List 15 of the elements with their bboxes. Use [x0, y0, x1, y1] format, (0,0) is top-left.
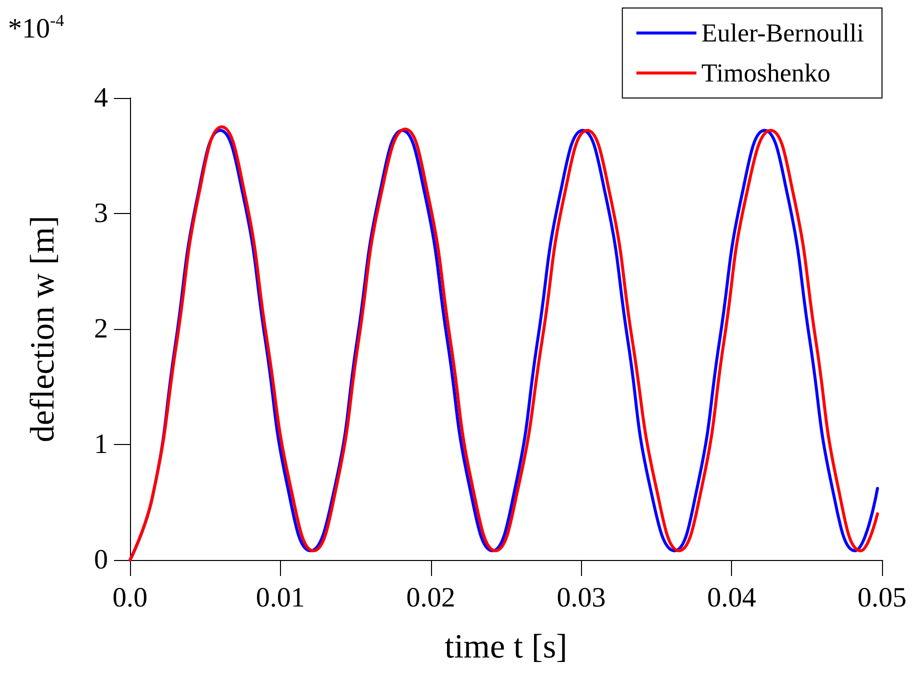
y-tick-label: 3 — [94, 198, 108, 229]
y-axis-title: deflection w [m] — [24, 216, 62, 442]
x-tick-label: 0.02 — [406, 582, 456, 614]
y-tick-label: 2 — [94, 314, 108, 344]
legend-label: Timoshenko — [701, 58, 830, 88]
x-tick-label: 0.05 — [858, 582, 906, 614]
x-axis-title: time t [s] — [444, 628, 568, 666]
y-tick-label: 1 — [94, 429, 108, 460]
x-tick-label: 0.0 — [112, 582, 148, 614]
x-tick-label: 0.04 — [707, 582, 756, 614]
x-tick-label: 0.03 — [556, 582, 606, 614]
y-tick-label: 0 — [94, 544, 108, 576]
legend-label: Euler-Bernoulli — [701, 18, 864, 48]
x-tick-label: 0.01 — [256, 582, 305, 614]
y-tick-label: 4 — [94, 82, 108, 114]
